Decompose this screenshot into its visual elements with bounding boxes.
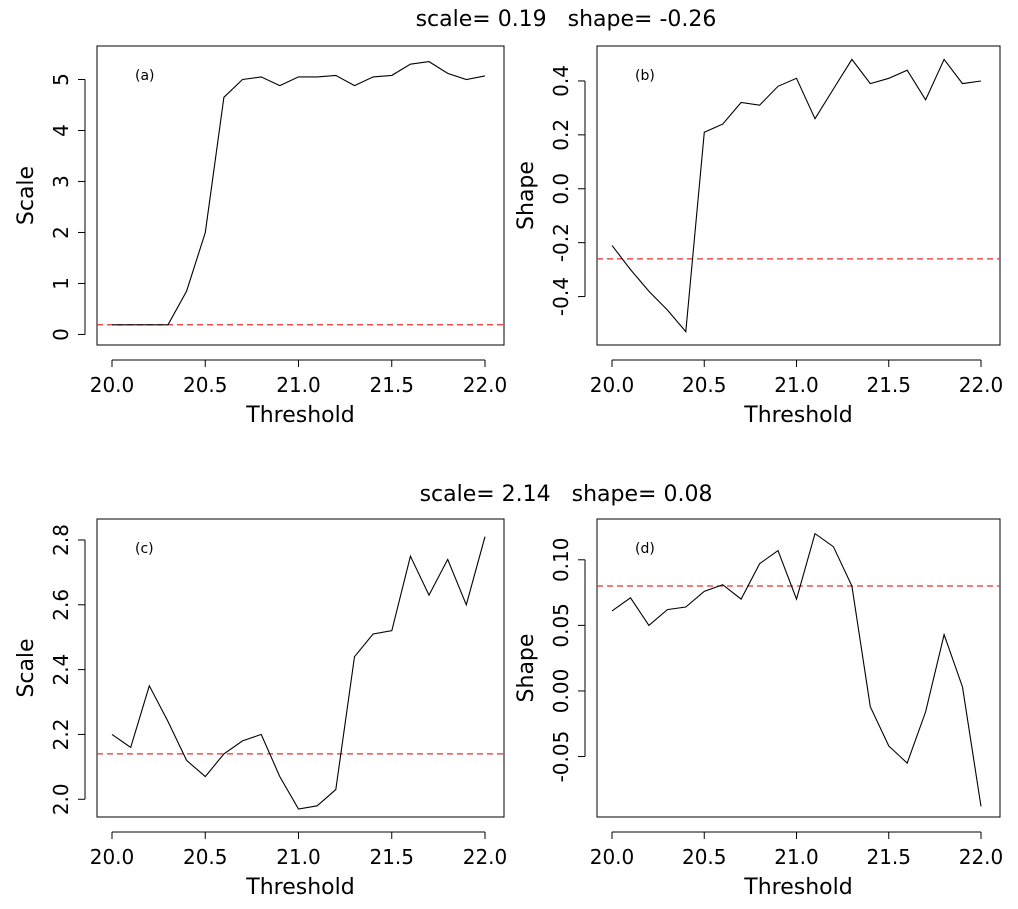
x-tick-label: 22.0 xyxy=(959,373,1004,397)
panel-label: (c) xyxy=(135,541,154,557)
panel-c: (c) 20.0 20.5 21.0 21.5 22.0 Threshold 2.0 2.2 2.… xyxy=(14,518,508,900)
y-tick-label: 4 xyxy=(49,124,73,137)
y-tick-label: 0.2 xyxy=(549,119,573,151)
y-tick-label: 0.00 xyxy=(549,669,573,714)
x-axis-label: Threshold xyxy=(743,875,852,900)
panel-b: (b) 20.0 20.5 21.0 21.5 22.0 Threshold -0.4 -0.2… xyxy=(514,45,1004,428)
plot-frame xyxy=(96,45,505,346)
data-series-line xyxy=(112,61,486,326)
plot-frame xyxy=(596,518,1001,818)
y-tick-label: 5 xyxy=(49,73,73,86)
row-title-top: scale= 0.19 shape= -0.26 xyxy=(416,7,717,32)
x-tick-label: 21.5 xyxy=(369,845,414,869)
x-tick-label: 22.0 xyxy=(463,845,508,869)
data-series-line xyxy=(611,532,982,807)
y-tick-label: 1 xyxy=(49,277,73,290)
panel-label: (d) xyxy=(635,541,655,557)
x-tick-label: 20.5 xyxy=(682,373,727,397)
y-tick-label: -0.2 xyxy=(549,223,573,262)
x-tick-label: 21.0 xyxy=(774,845,819,869)
x-tick-label: 20.5 xyxy=(183,845,228,869)
panel-d: (d) 20.0 20.5 21.0 21.5 22.0 Threshold -0.05 0.0… xyxy=(514,518,1004,900)
y-tick-label: 2.4 xyxy=(49,654,73,686)
x-tick-label: 20.0 xyxy=(590,845,635,869)
y-axis-label: Scale xyxy=(14,638,39,697)
y-tick-label: 0 xyxy=(49,328,73,341)
panel-label: (a) xyxy=(135,68,155,84)
panel-a: (a) 20.0 20.5 21.0 21.5 22.0 Threshold 0 1 2 3 4 5 Sc… xyxy=(14,45,508,428)
y-tick-label: 2.8 xyxy=(49,524,73,556)
data-series-line xyxy=(611,58,982,333)
x-tick-label: 21.5 xyxy=(866,845,911,869)
y-axis-label: Shape xyxy=(514,161,539,230)
plot-frame xyxy=(596,45,1001,346)
x-axis-label: Threshold xyxy=(245,875,354,900)
x-tick-label: 20.5 xyxy=(183,373,228,397)
x-tick-label: 21.0 xyxy=(774,373,819,397)
y-tick-label: 0.4 xyxy=(549,65,573,97)
x-axis-label: Threshold xyxy=(743,403,852,428)
y-tick-label: 0.05 xyxy=(549,603,573,648)
y-tick-label: -0.05 xyxy=(549,731,573,783)
data-series-line xyxy=(111,536,486,810)
y-tick-label: 2 xyxy=(49,226,73,239)
y-tick-label: 0.0 xyxy=(549,173,573,205)
x-tick-label: 21.0 xyxy=(276,373,321,397)
x-tick-label: 20.0 xyxy=(90,373,135,397)
y-tick-label: 2.2 xyxy=(49,719,73,751)
x-tick-label: 21.5 xyxy=(866,373,911,397)
y-tick-label: 2.0 xyxy=(49,783,73,815)
x-tick-label: 22.0 xyxy=(959,845,1004,869)
x-tick-label: 20.0 xyxy=(590,373,635,397)
x-axis-label: Threshold xyxy=(245,403,354,428)
panel-label: (b) xyxy=(635,68,655,84)
y-tick-label: 0.10 xyxy=(549,538,573,583)
y-tick-label: 3 xyxy=(49,175,73,188)
y-tick-label: -0.4 xyxy=(549,277,573,316)
x-tick-label: 20.5 xyxy=(682,845,727,869)
y-tick-label: 2.6 xyxy=(49,589,73,621)
x-tick-label: 22.0 xyxy=(463,373,508,397)
row-title-bottom: scale= 2.14 shape= 0.08 xyxy=(420,482,713,507)
y-axis-label: Scale xyxy=(14,166,39,225)
x-tick-label: 20.0 xyxy=(90,845,135,869)
x-tick-label: 21.0 xyxy=(276,845,321,869)
y-axis-label: Shape xyxy=(514,634,539,703)
plot-frame xyxy=(96,518,505,818)
x-tick-label: 21.5 xyxy=(369,373,414,397)
